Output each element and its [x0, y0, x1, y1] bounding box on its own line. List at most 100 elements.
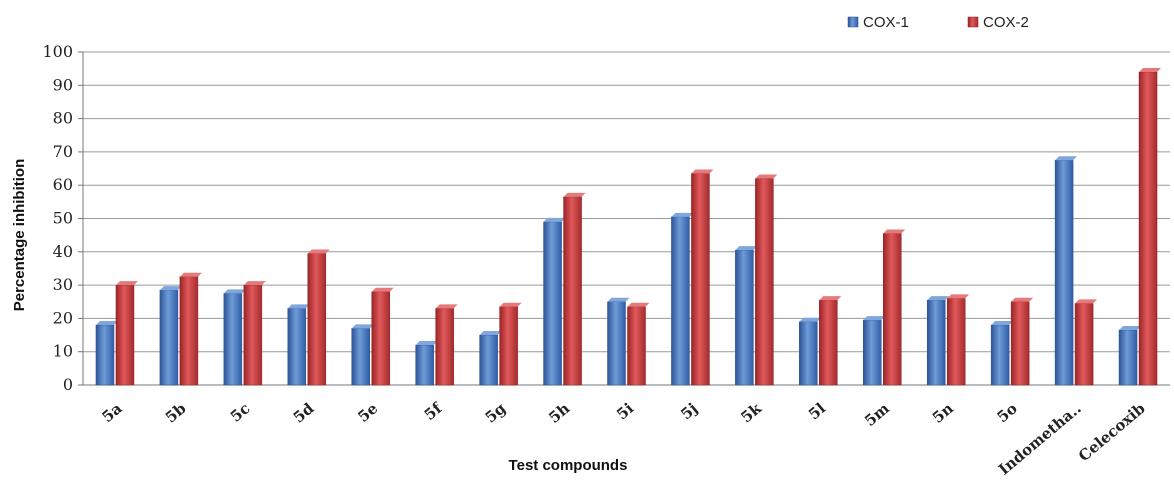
bar-body	[1010, 301, 1030, 386]
bar-body	[926, 299, 946, 386]
bar-top	[991, 321, 1014, 326]
bar-body	[990, 324, 1010, 386]
bar-top	[927, 296, 950, 301]
bar-top	[883, 229, 906, 234]
bar-body	[479, 334, 498, 386]
bar-body	[179, 276, 199, 386]
bar-top	[671, 212, 694, 217]
bar-top	[1011, 297, 1034, 302]
bar-top	[1055, 156, 1078, 161]
x-tick-label: 5n	[929, 399, 957, 427]
bar-body	[1074, 303, 1094, 386]
y-tick-label: 40	[53, 242, 73, 261]
bar-body	[883, 233, 902, 386]
bar-cox-2-5i	[627, 302, 650, 386]
x-tick-label: 5j	[677, 399, 701, 423]
bar-cox-2-celecoxib	[1138, 67, 1162, 386]
bar-top	[179, 272, 202, 277]
bar-body	[243, 284, 263, 386]
bar-top	[799, 317, 822, 322]
bar-body	[499, 306, 518, 386]
y-tick-label: 0	[63, 375, 73, 394]
bar-cox-1-5c	[223, 289, 246, 386]
bar-body	[755, 178, 774, 386]
bar-cox-2-5d	[307, 249, 330, 386]
y-tick-label: 100	[42, 42, 73, 61]
y-tick-label: 50	[53, 209, 73, 228]
bar-cox-2-5g	[499, 302, 522, 386]
bar-cox-1-5b	[159, 286, 182, 386]
y-tick-label: 10	[53, 342, 73, 361]
legend-label-cox-2: COX-2	[983, 14, 1029, 31]
x-tick-label: 5g	[482, 399, 510, 427]
bar-top	[607, 297, 630, 302]
bar-body	[691, 173, 710, 386]
bar-cox-1-5m	[863, 316, 886, 386]
bar-top	[819, 296, 842, 301]
bar-cox-2-5l	[819, 296, 842, 386]
bar-top	[1119, 326, 1142, 331]
x-tick-label: 5e	[354, 399, 381, 426]
bar-cox-1-5g	[479, 331, 502, 386]
bar-top	[415, 341, 438, 346]
bar-cox-1-5d	[287, 304, 310, 386]
bar-cox-2-indometha	[1074, 299, 1098, 386]
bar-body	[563, 196, 582, 386]
bar-body	[1138, 71, 1158, 386]
bar-cox-2-5m	[883, 229, 906, 386]
bar-top	[627, 302, 650, 307]
bar-cox-2-5b	[179, 272, 202, 386]
bar-cox-1-5i	[607, 297, 630, 386]
bar-top	[691, 169, 714, 174]
bar-body	[95, 324, 115, 386]
bar-top	[479, 331, 502, 336]
bar-body	[1118, 329, 1138, 386]
bar-top	[371, 287, 394, 292]
bar-cox-1-5h	[543, 217, 566, 386]
y-tick-label: 20	[53, 308, 73, 327]
bar-top	[95, 321, 118, 326]
bar-top	[115, 281, 138, 286]
x-tick-label: 5k	[737, 399, 765, 427]
bar-cox-2-5n	[946, 294, 970, 386]
y-tick-label: 60	[53, 175, 73, 194]
bar-cox-1-5o	[990, 321, 1014, 386]
bar-body	[223, 293, 243, 386]
bar-top	[159, 286, 182, 291]
bar-body	[607, 301, 626, 386]
bar-top	[863, 316, 886, 321]
bar-cox-1-5a	[95, 321, 118, 386]
x-tick-label: 5f	[421, 398, 447, 424]
y-tick-label: 80	[53, 109, 73, 128]
x-tick-label: 5l	[805, 399, 829, 423]
bar-top	[1075, 299, 1098, 304]
x-tick-label: 5c	[227, 399, 254, 425]
bar-cox-1-5j	[671, 212, 694, 386]
bar-cox-1-5n	[926, 296, 950, 386]
bar-cox-1-5f	[415, 341, 438, 386]
bar-body	[799, 321, 818, 386]
y-tick-label: 30	[53, 275, 73, 294]
bar-top	[351, 324, 374, 329]
bar-cox-1-indometha	[1054, 156, 1078, 386]
bar-top	[543, 217, 566, 222]
bar-cox-2-5j	[691, 169, 714, 386]
bar-top	[435, 304, 458, 309]
bar-top	[1139, 67, 1162, 72]
bar-body	[627, 306, 646, 386]
x-tick-label: Celecoxib	[1075, 399, 1149, 465]
x-tick-label: 5d	[290, 399, 318, 427]
bar-body	[819, 299, 838, 386]
bar-cox-2-5k	[755, 174, 778, 386]
bar-body	[543, 221, 562, 386]
bar-top	[223, 289, 246, 294]
bar-body	[307, 253, 327, 386]
bar-top	[287, 304, 310, 309]
legend-swatch-cox-1	[847, 16, 859, 28]
x-tick-label: 5h	[545, 399, 573, 427]
bar-cox-2-5c	[243, 281, 266, 386]
bar-cox-1-celecoxib	[1118, 326, 1142, 386]
bar-top	[307, 249, 330, 254]
